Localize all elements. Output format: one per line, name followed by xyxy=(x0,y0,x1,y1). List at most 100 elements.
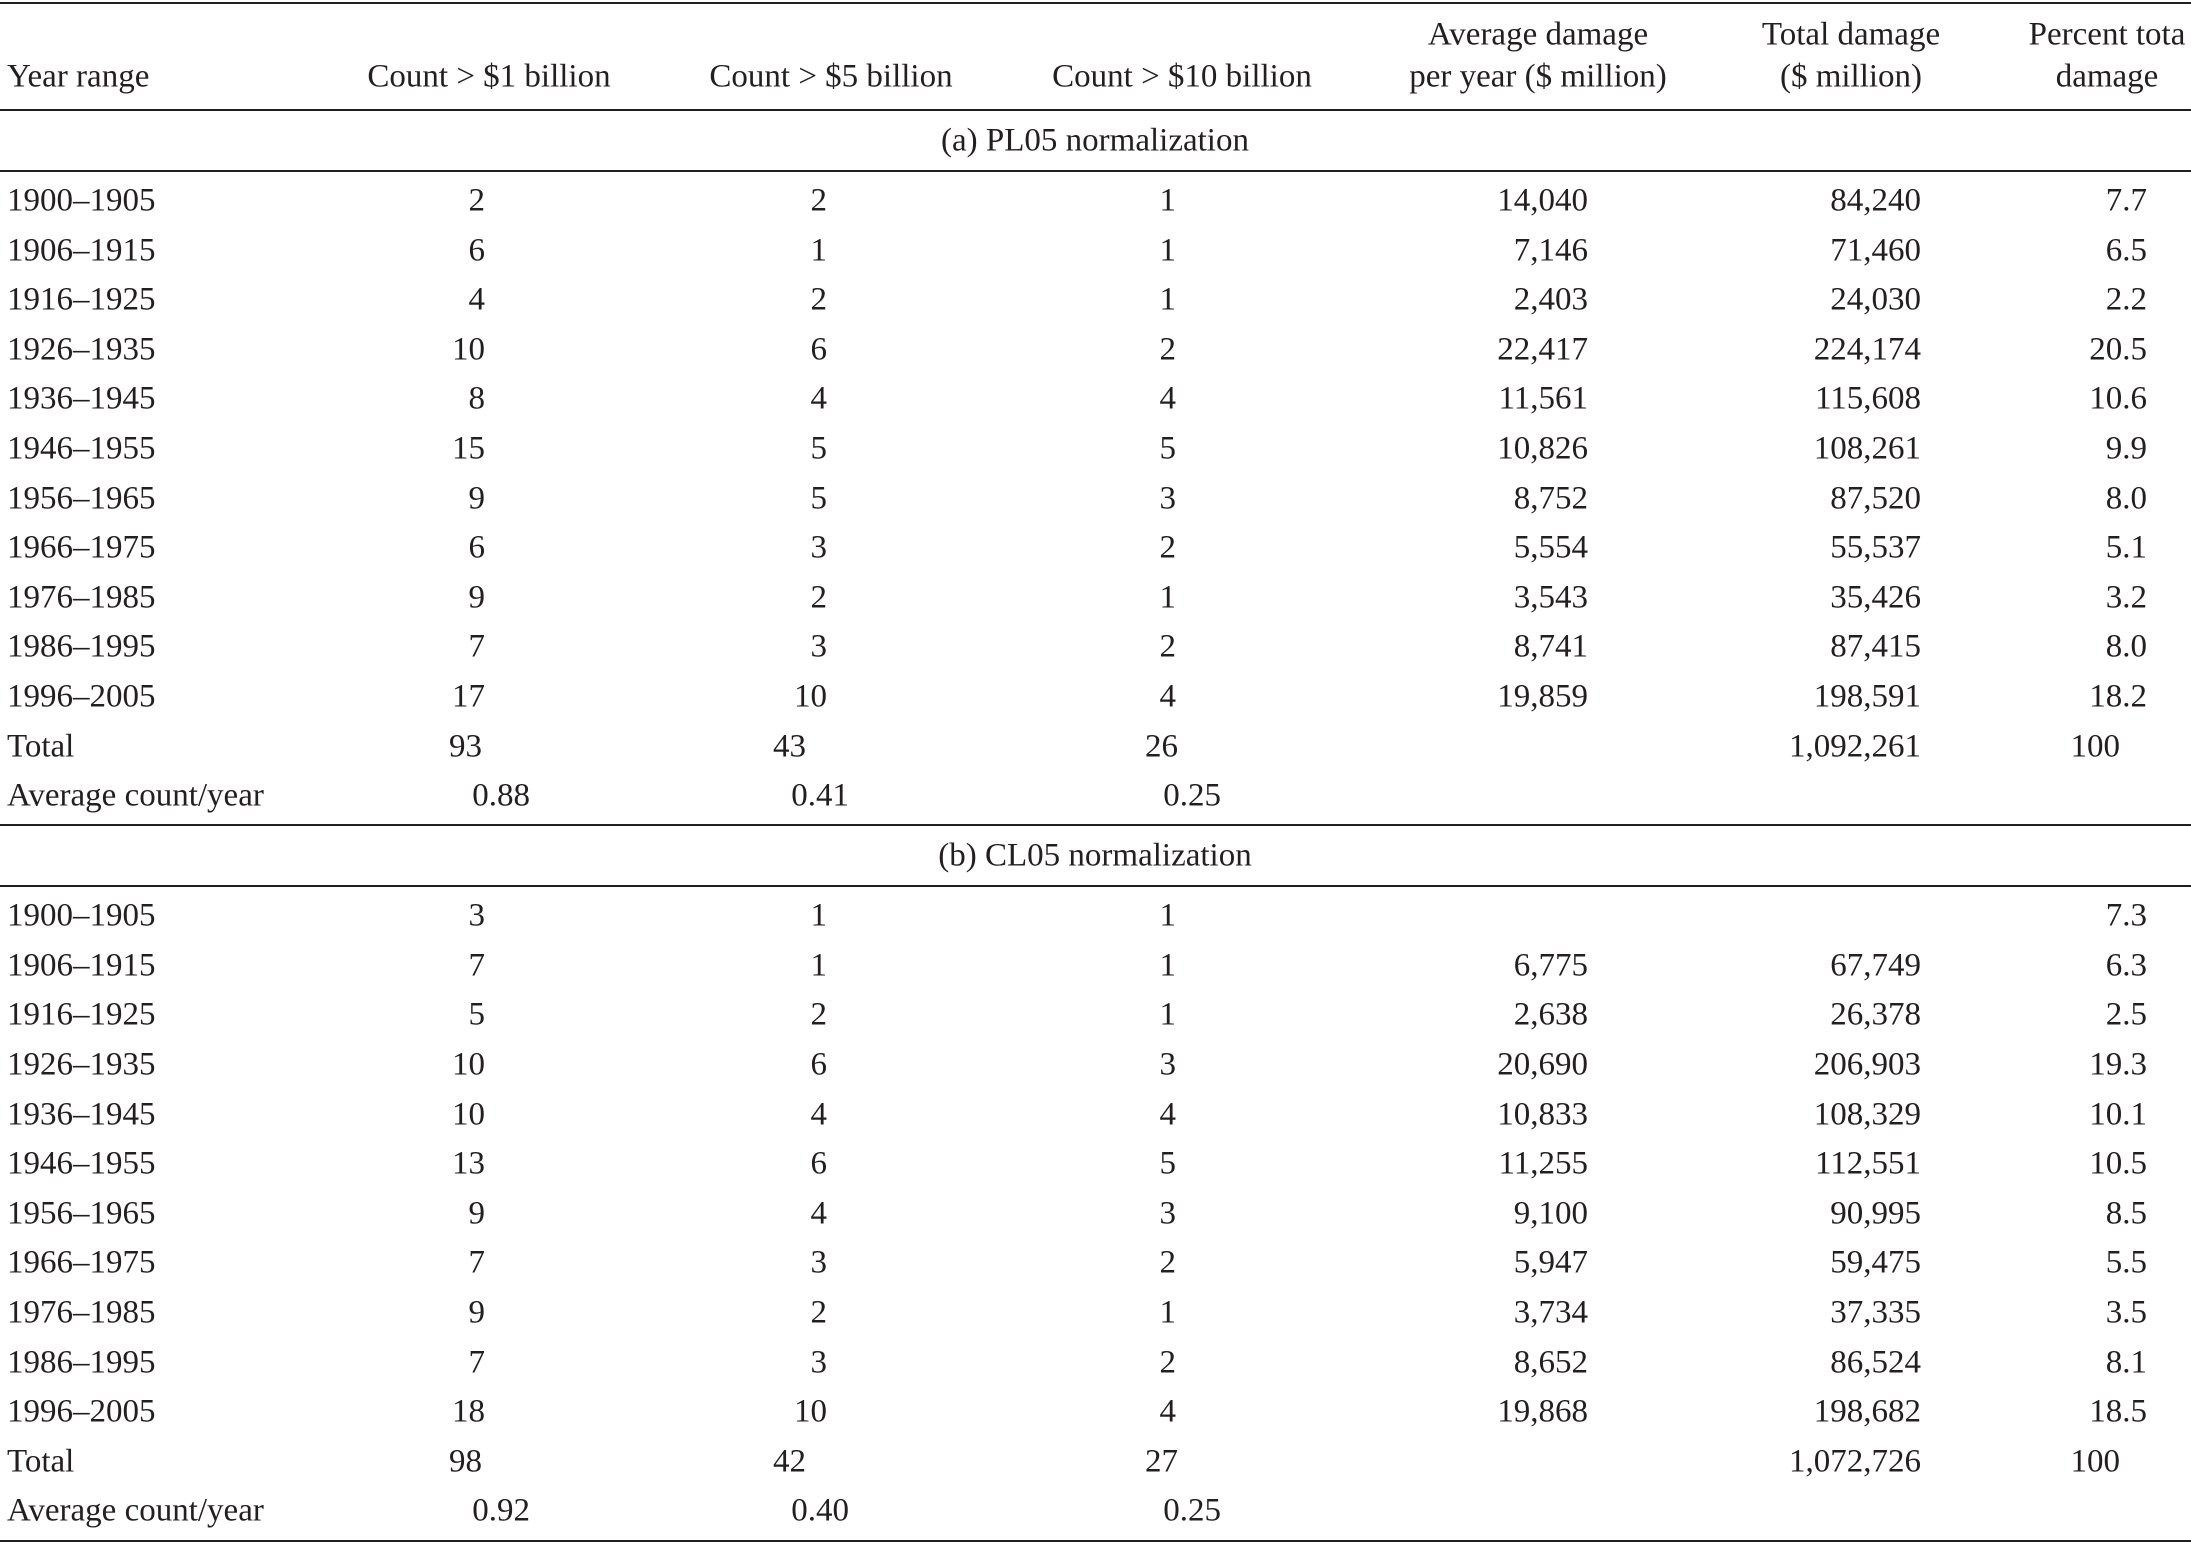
cell: 3,734 xyxy=(1513,1294,1588,1331)
cell: 87,415 xyxy=(1830,628,1921,665)
cell: 6 xyxy=(468,232,486,269)
row-label: 1900–1905 xyxy=(7,897,156,934)
cell: 115,608 xyxy=(1814,380,1921,417)
row-label: 1986–1995 xyxy=(7,1344,156,1381)
cell: 3 xyxy=(810,529,828,566)
cell: 6,775 xyxy=(1513,947,1588,984)
cell: 35,426 xyxy=(1830,579,1921,616)
cell: 2 xyxy=(468,182,486,219)
cell: 7,146 xyxy=(1513,232,1588,269)
cell: 11,255 xyxy=(1498,1145,1588,1182)
cell: 2,638 xyxy=(1513,996,1588,1033)
cell: 10 xyxy=(794,678,827,715)
cell: 7.7 xyxy=(2105,182,2147,219)
cell: 2 xyxy=(1159,1244,1177,1281)
cell: 1 xyxy=(1159,947,1177,984)
cell: 1 xyxy=(1159,232,1177,269)
cell: 43 xyxy=(773,728,806,765)
cell: 10,826 xyxy=(1497,430,1588,467)
cell: 90,995 xyxy=(1830,1195,1921,1232)
cell: 0.41 xyxy=(791,777,849,814)
cell: 2 xyxy=(1159,628,1177,665)
cell: 18 xyxy=(452,1393,485,1430)
cell: 5 xyxy=(468,996,486,1033)
cell: 6 xyxy=(468,529,486,566)
cell: 7 xyxy=(468,1344,486,1381)
cell: 8,652 xyxy=(1513,1344,1588,1381)
cell: 6 xyxy=(810,331,828,368)
row-label: 1966–1975 xyxy=(7,1244,156,1281)
cell: 10.5 xyxy=(2089,1145,2147,1182)
row-label: 1916–1925 xyxy=(7,281,156,318)
rule xyxy=(0,2,2191,4)
cell: 15 xyxy=(452,430,485,467)
row-label: Average count/year xyxy=(7,777,264,814)
cell: 9,100 xyxy=(1513,1195,1588,1232)
rule xyxy=(0,1540,2191,1542)
cell: 93 xyxy=(449,728,482,765)
cell: 42 xyxy=(773,1443,806,1480)
cell: 10.1 xyxy=(2089,1096,2147,1133)
cell: 1 xyxy=(1159,996,1177,1033)
row-label: 1946–1955 xyxy=(7,430,156,467)
cell: 10,833 xyxy=(1497,1096,1588,1133)
cell: 1 xyxy=(810,947,828,984)
cell: 1 xyxy=(810,897,828,934)
cell: 198,591 xyxy=(1813,678,1921,715)
rule xyxy=(0,170,2191,172)
cell: 112,551 xyxy=(1814,1145,1921,1182)
cell: 5,947 xyxy=(1513,1244,1588,1281)
row-label: 1906–1915 xyxy=(7,232,156,269)
cell: 37,335 xyxy=(1830,1294,1921,1331)
cell: 1,092,261 xyxy=(1789,728,1921,765)
rule xyxy=(0,109,2191,111)
cell: 100 xyxy=(2070,1443,2121,1480)
rule xyxy=(0,885,2191,888)
cell: 3 xyxy=(810,1344,828,1381)
cell: 1 xyxy=(810,232,828,269)
cell: 27 xyxy=(1145,1443,1178,1480)
cell: 8.1 xyxy=(2105,1344,2147,1381)
cell: 1 xyxy=(1159,897,1177,934)
cell: 26,378 xyxy=(1830,996,1921,1033)
column-header: per year ($ million) xyxy=(1409,58,1667,95)
cell: 11,561 xyxy=(1498,380,1588,417)
cell: 9 xyxy=(468,480,486,517)
cell: 8,741 xyxy=(1513,628,1588,665)
cell: 3 xyxy=(1159,1195,1177,1232)
cell: 1 xyxy=(1159,1294,1177,1331)
cell: 5.5 xyxy=(2105,1244,2147,1281)
cell: 1 xyxy=(1159,182,1177,219)
cell: 4 xyxy=(468,281,486,318)
row-label: 1926–1935 xyxy=(7,331,156,368)
cell: 6 xyxy=(810,1145,828,1182)
row-label: 1936–1945 xyxy=(7,1096,156,1133)
cell: 0.25 xyxy=(1163,1492,1221,1529)
row-label: 1956–1965 xyxy=(7,1195,156,1232)
cell: 2 xyxy=(1159,1344,1177,1381)
row-label: 1966–1975 xyxy=(7,529,156,566)
cell: 24,030 xyxy=(1830,281,1921,318)
cell: 2 xyxy=(1159,529,1177,566)
cell: 8.5 xyxy=(2105,1195,2147,1232)
row-label: 1996–2005 xyxy=(7,1393,156,1430)
cell: 2.5 xyxy=(2105,996,2147,1033)
cell: 8.0 xyxy=(2105,480,2147,517)
cell: 3 xyxy=(810,628,828,665)
cell: 5,554 xyxy=(1513,529,1588,566)
cell: 10 xyxy=(452,1046,485,1083)
column-header: Year range xyxy=(7,58,150,95)
cell: 19,859 xyxy=(1497,678,1588,715)
cell: 2 xyxy=(810,1294,828,1331)
cell: 87,520 xyxy=(1830,480,1921,517)
column-header: ($ million) xyxy=(1779,58,1923,95)
cell: 9.9 xyxy=(2105,430,2147,467)
cell: 26 xyxy=(1145,728,1178,765)
column-header: Count > $5 billion xyxy=(709,58,953,95)
cell: 6 xyxy=(810,1046,828,1083)
cell: 4 xyxy=(810,1096,828,1133)
cell: 19,868 xyxy=(1497,1393,1588,1430)
cell: 9 xyxy=(468,1294,486,1331)
cell: 7.3 xyxy=(2105,897,2147,934)
